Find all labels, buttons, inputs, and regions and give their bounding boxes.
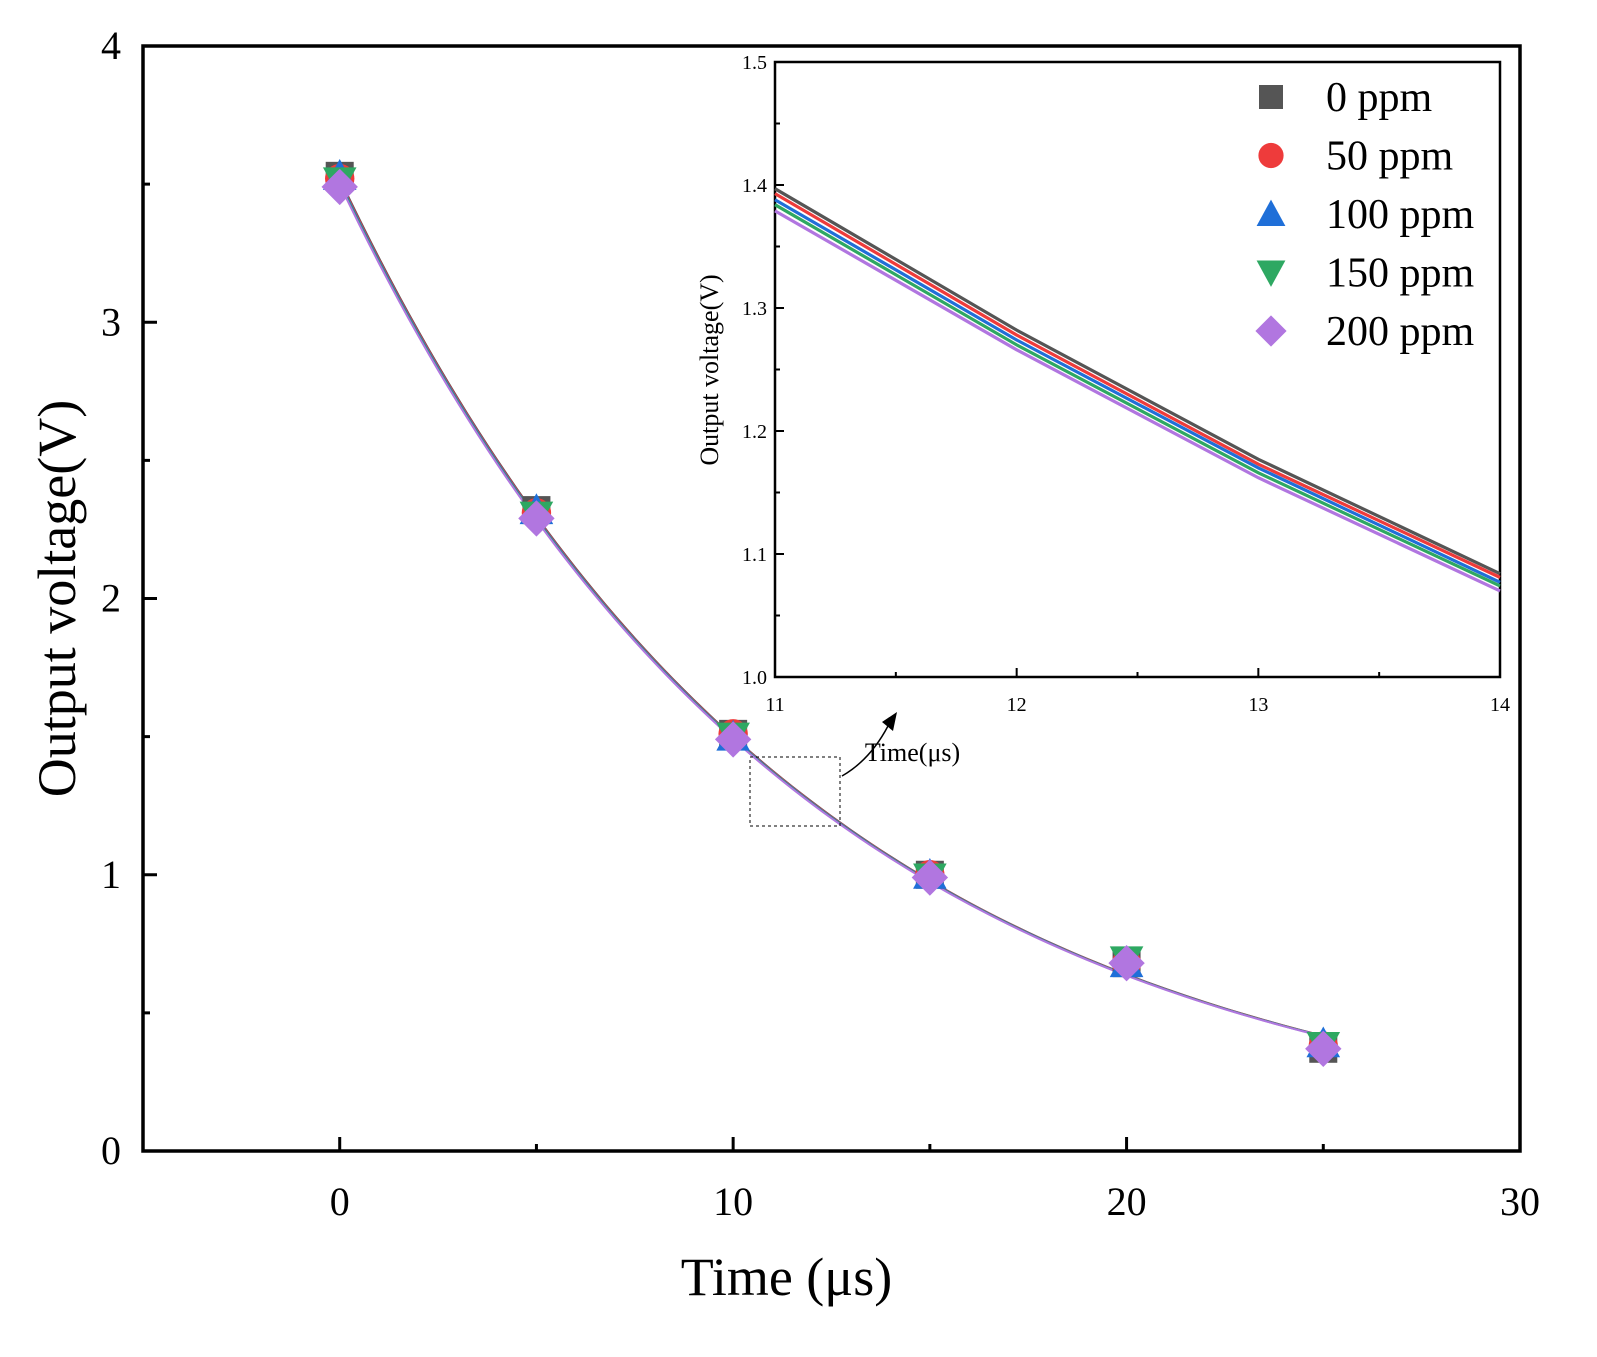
inset-line-200-ppm bbox=[774, 209, 1501, 593]
x-tick-label: 20 bbox=[1107, 1179, 1147, 1224]
y-tick-label: 3 bbox=[101, 299, 121, 344]
x-tick-label: 10 bbox=[713, 1179, 753, 1224]
inset-line-50-ppm bbox=[774, 192, 1501, 579]
data-point-200-ppm bbox=[321, 168, 358, 206]
legend-marker-150-ppm bbox=[1256, 260, 1286, 287]
zoom-indicator bbox=[749, 712, 897, 827]
x-tick-label: 30 bbox=[1500, 1179, 1540, 1224]
inset-x-axis-title: Time(μs) bbox=[865, 738, 960, 767]
zoom-arrow-head bbox=[882, 712, 897, 731]
data-point-200-ppm bbox=[1305, 1030, 1342, 1067]
y-tick-label: 4 bbox=[101, 23, 121, 68]
inset-y-tick-label: 1.0 bbox=[742, 667, 767, 689]
fit-curve-200-ppm bbox=[338, 183, 1324, 1038]
y-tick-label: 2 bbox=[101, 576, 121, 621]
x-axis-title: Time (μs) bbox=[681, 1247, 893, 1307]
inset-x-tick-label: 12 bbox=[1007, 694, 1027, 716]
legend-label: 150 ppm bbox=[1326, 251, 1475, 297]
inset-line-0-ppm bbox=[774, 187, 1501, 576]
inset-x-tick-label: 14 bbox=[1490, 694, 1510, 716]
data-point-200-ppm bbox=[714, 721, 752, 758]
inset-y-axis-title: Output voltage(V) bbox=[695, 274, 724, 465]
legend-label: 200 ppm bbox=[1326, 309, 1475, 355]
data-point-200-ppm bbox=[1108, 944, 1145, 982]
inset-y-tick-label: 1.2 bbox=[742, 421, 767, 443]
y-tick-label: 1 bbox=[101, 852, 121, 897]
inset-chart: 11 12 13 14 1.0 1.1 1.2 1.3 1.4 1.5 Time(μs) Output… bbox=[695, 52, 1510, 767]
legend-marker-200-ppm bbox=[1255, 315, 1287, 347]
legend-label: 0 ppm bbox=[1326, 75, 1433, 121]
inset-plot-frame bbox=[773, 60, 1502, 679]
legend-marker-0-ppm bbox=[1259, 85, 1283, 109]
legend-marker-100-ppm bbox=[1256, 199, 1286, 226]
inset-x-tick-label: 13 bbox=[1248, 694, 1268, 716]
legend-marker-50-ppm bbox=[1258, 142, 1284, 169]
x-tick-label: 0 bbox=[330, 1179, 350, 1224]
inset-y-tick-label: 1.1 bbox=[742, 544, 767, 566]
inset-line-100-ppm bbox=[774, 198, 1501, 584]
inset-line-150-ppm bbox=[774, 203, 1501, 588]
legend-label: 100 ppm bbox=[1326, 192, 1475, 238]
inset-y-tick-label: 1.3 bbox=[742, 298, 767, 320]
zoom-region-box bbox=[749, 756, 841, 827]
data-point-200-ppm bbox=[518, 500, 555, 537]
legend: 0 ppm 50 ppm 100 ppm 150 ppm 200 ppm bbox=[1255, 75, 1475, 355]
y-axis-title: Output voltage(V) bbox=[27, 400, 87, 797]
y-tick-label: 0 bbox=[101, 1128, 121, 1173]
legend-label: 50 ppm bbox=[1326, 134, 1454, 180]
data-point-200-ppm bbox=[911, 859, 949, 896]
inset-x-tick-label: 11 bbox=[765, 694, 784, 716]
inset-y-tick-label: 1.4 bbox=[742, 175, 767, 197]
zoom-arrow-line bbox=[841, 725, 889, 777]
inset-y-tick-label: 1.5 bbox=[742, 52, 767, 74]
